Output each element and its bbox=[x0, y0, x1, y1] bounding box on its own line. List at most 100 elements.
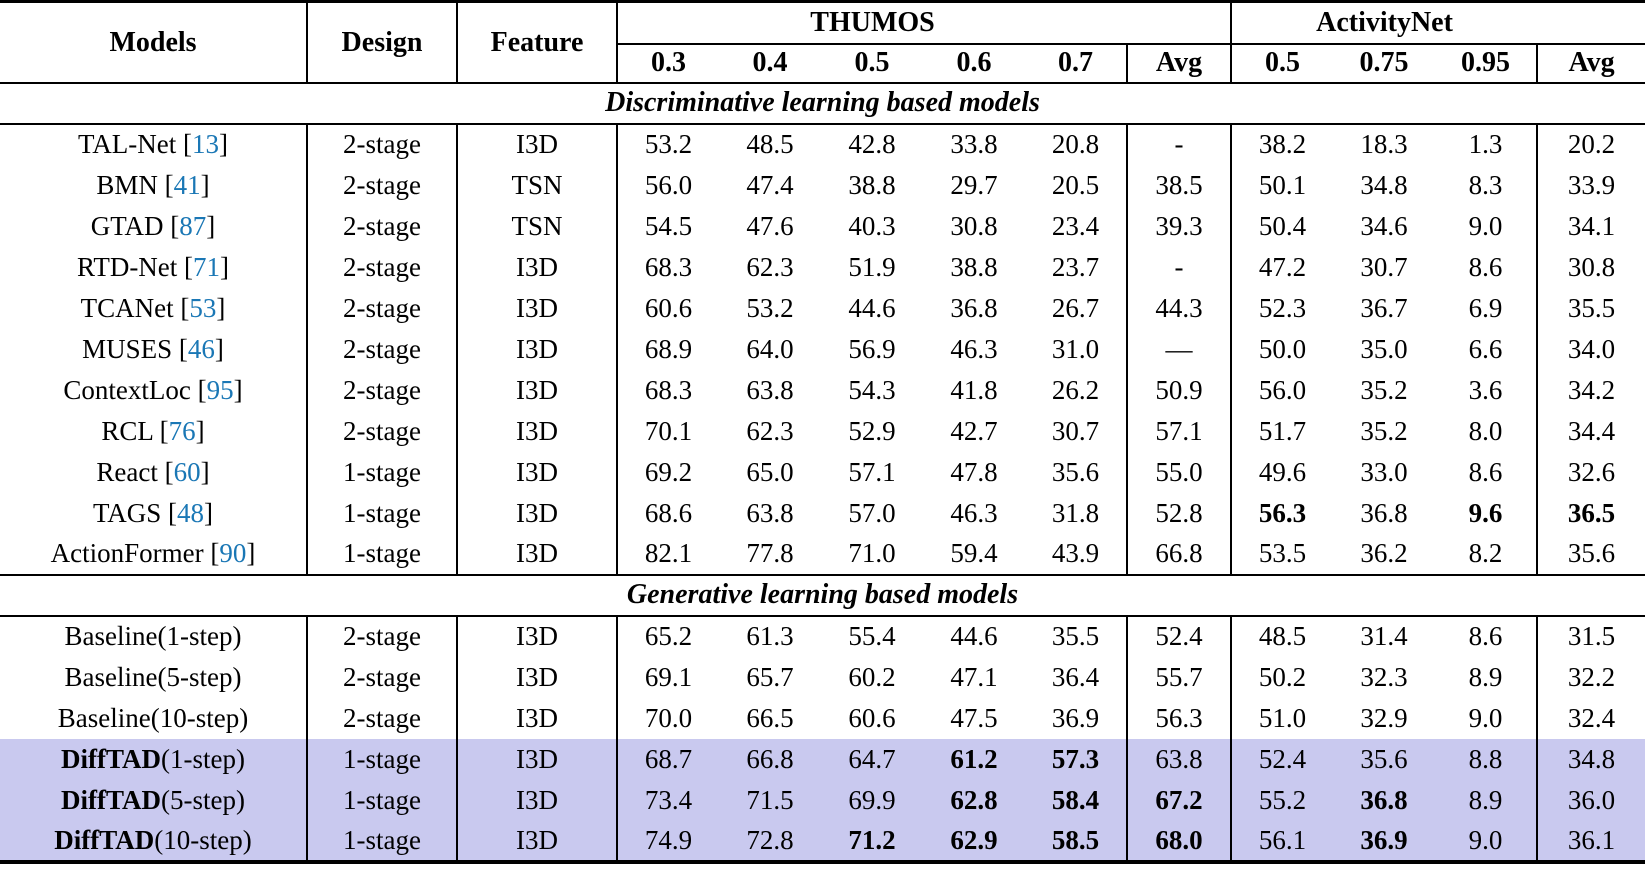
table-cell-anet-avg: 36.5 bbox=[1536, 492, 1645, 534]
table-cell-design: 1-stage bbox=[306, 533, 457, 575]
table-cell-feature: I3D bbox=[456, 533, 617, 575]
citation-link[interactable]: 60 bbox=[173, 456, 201, 487]
table-cell-thumos-0.7: 30.7 bbox=[1051, 415, 1100, 446]
table-row: MUSES [46] 2-stage I3D 68.9 64.0 56.9 46.3 31.0… bbox=[0, 328, 1645, 370]
table-cell-thumos-avg: 38.5 bbox=[1126, 164, 1231, 206]
model-name-cell: ContextLoc [95] bbox=[63, 374, 243, 405]
table-cell-design: 1-stage bbox=[306, 779, 457, 821]
model-name-cell: DiffTAD(1-step) bbox=[0, 738, 307, 780]
table-cell-design: 2-stage bbox=[306, 656, 457, 698]
table-cell-thumos-0.5: 56.9 bbox=[848, 333, 896, 364]
table-cell-anet-avg: 36.1 bbox=[1536, 820, 1645, 862]
table-cell-anet-avg: 34.4 bbox=[1536, 410, 1645, 452]
table-cell-thumos-0.3: 69.2 bbox=[616, 451, 719, 493]
table-header: Models Design Feature THUMOS ActivityNet… bbox=[0, 1, 1645, 84]
table-cell-thumos-0.5: 71.2 bbox=[821, 820, 923, 862]
results-table-body: Discriminative learning based models TAL-… bbox=[0, 81, 1645, 862]
table-cell-thumos-avg: 55.0 bbox=[1126, 451, 1231, 493]
model-name-cell: Baseline(1-step) bbox=[64, 621, 242, 652]
model-name-cell: Baseline(10-step) bbox=[57, 702, 249, 733]
table-cell-thumos-avg: 67.2 bbox=[1126, 779, 1231, 821]
table-cell-thumos-0.4: 47.6 bbox=[746, 210, 794, 241]
model-name-cell: React [60] bbox=[96, 456, 210, 487]
table-cell-anet-0.75: 35.6 bbox=[1333, 738, 1435, 780]
table-cell-anet-avg: 33.9 bbox=[1536, 164, 1645, 206]
table-cell-thumos-avg: — bbox=[1126, 328, 1231, 370]
table-cell-anet-avg: 32.2 bbox=[1536, 656, 1645, 698]
table-cell-thumos-0.6: 36.8 bbox=[950, 292, 998, 323]
table-cell-anet-0.75: 36.8 bbox=[1360, 497, 1408, 528]
model-name-cell: DiffTAD(5-step) bbox=[0, 779, 307, 821]
section-title: Generative learning based models bbox=[0, 573, 1645, 617]
table-cell-thumos-avg: 52.4 bbox=[1126, 615, 1231, 657]
table-cell-anet-0.5: 52.3 bbox=[1230, 287, 1333, 329]
table-cell-anet-0.5: 55.2 bbox=[1230, 779, 1333, 821]
citation-link[interactable]: 76 bbox=[168, 415, 196, 446]
table-cell-feature: I3D bbox=[456, 451, 617, 493]
table-cell-thumos-0.6: 46.3 bbox=[950, 497, 998, 528]
table-cell-anet-0.75: 30.7 bbox=[1360, 251, 1408, 282]
model-name-cell: RTD-Net [71] bbox=[76, 251, 230, 282]
col-header-thumos-avg: Avg bbox=[1126, 43, 1231, 84]
table-cell-design: 2-stage bbox=[306, 246, 457, 288]
col-header-design: Design bbox=[306, 1, 457, 84]
table-cell-anet-0.75: 32.3 bbox=[1360, 661, 1408, 692]
table-cell-thumos-0.3: 68.9 bbox=[616, 328, 719, 370]
citation-link[interactable]: 90 bbox=[219, 538, 247, 569]
model-name-cell: RCL [76] bbox=[101, 415, 205, 446]
table-cell-thumos-0.4: 47.4 bbox=[746, 169, 794, 200]
table-cell-thumos-0.4: 66.5 bbox=[746, 702, 794, 733]
table-cell-anet-0.95: 9.0 bbox=[1468, 702, 1503, 733]
table-cell-design: 2-stage bbox=[306, 287, 457, 329]
table-cell-thumos-avg: - bbox=[1126, 246, 1231, 288]
table-cell-thumos-0.5: 38.8 bbox=[848, 169, 896, 200]
citation-link[interactable]: 87 bbox=[179, 210, 207, 241]
table-cell-thumos-0.6: 47.5 bbox=[950, 702, 998, 733]
table-cell-thumos-0.6: 61.2 bbox=[923, 738, 1025, 780]
citation-link[interactable]: 48 bbox=[177, 497, 205, 528]
table-cell-anet-0.75: 33.0 bbox=[1360, 456, 1408, 487]
citation-link[interactable]: 71 bbox=[193, 251, 221, 282]
table-cell-thumos-0.7: 23.4 bbox=[1051, 210, 1100, 241]
table-cell-anet-0.5: 53.5 bbox=[1230, 533, 1333, 575]
citation-link[interactable]: 41 bbox=[173, 169, 201, 200]
table-cell-anet-avg: 34.1 bbox=[1536, 205, 1645, 247]
col-header-models: Models bbox=[0, 1, 307, 84]
model-name-cell: DiffTAD(10-step) bbox=[0, 820, 307, 862]
table-cell-thumos-avg: 56.3 bbox=[1126, 697, 1231, 739]
table-cell-anet-0.95: 6.9 bbox=[1468, 292, 1503, 323]
citation-link[interactable]: 46 bbox=[187, 333, 215, 364]
table-cell-feature: I3D bbox=[456, 779, 617, 821]
table-cell-thumos-0.3: 60.6 bbox=[616, 287, 719, 329]
group-header-activitynet: ActivityNet bbox=[1229, 1, 1538, 45]
table-cell-anet-0.95: 8.0 bbox=[1468, 415, 1503, 446]
table-cell-anet-0.75: 18.3 bbox=[1360, 129, 1408, 160]
table-cell-anet-0.95: 8.6 bbox=[1468, 621, 1503, 652]
table-cell-thumos-0.5: 52.9 bbox=[848, 415, 896, 446]
table-cell-anet-0.5: 56.0 bbox=[1230, 369, 1333, 411]
table-cell-thumos-0.3: 68.6 bbox=[616, 492, 719, 534]
table-cell-design: 2-stage bbox=[306, 205, 457, 247]
section-header-row: Generative learning based models bbox=[0, 573, 1645, 617]
citation-link[interactable]: 95 bbox=[206, 374, 234, 405]
table-cell-design: 2-stage bbox=[306, 697, 457, 739]
table-cell-design: 2-stage bbox=[306, 123, 457, 165]
table-cell-feature: I3D bbox=[456, 820, 617, 862]
table-cell-thumos-0.5: 60.6 bbox=[848, 702, 896, 733]
table-cell-design: 1-stage bbox=[306, 451, 457, 493]
table-cell-thumos-0.3: 69.1 bbox=[616, 656, 719, 698]
citation-link[interactable]: 53 bbox=[189, 292, 217, 323]
table-cell-feature: I3D bbox=[456, 410, 617, 452]
table-cell-thumos-0.6: 33.8 bbox=[950, 129, 998, 160]
table-row: Baseline(5-step) 2-stage I3D 69.1 65.7 60.2 47… bbox=[0, 656, 1645, 698]
table-row: Baseline(10-step) 2-stage I3D 70.0 66.5 60.6 4… bbox=[0, 697, 1645, 739]
table-cell-anet-0.5: 51.7 bbox=[1230, 410, 1333, 452]
table-cell-anet-0.75: 36.2 bbox=[1360, 538, 1408, 569]
table-cell-feature: I3D bbox=[456, 287, 617, 329]
table-cell-anet-avg: 32.6 bbox=[1536, 451, 1645, 493]
table-cell-feature: I3D bbox=[456, 123, 617, 165]
table-cell-thumos-0.3: 54.5 bbox=[616, 205, 719, 247]
table-cell-feature: I3D bbox=[456, 246, 617, 288]
table-cell-anet-0.95: 8.2 bbox=[1468, 538, 1503, 569]
citation-link[interactable]: 13 bbox=[192, 129, 220, 160]
